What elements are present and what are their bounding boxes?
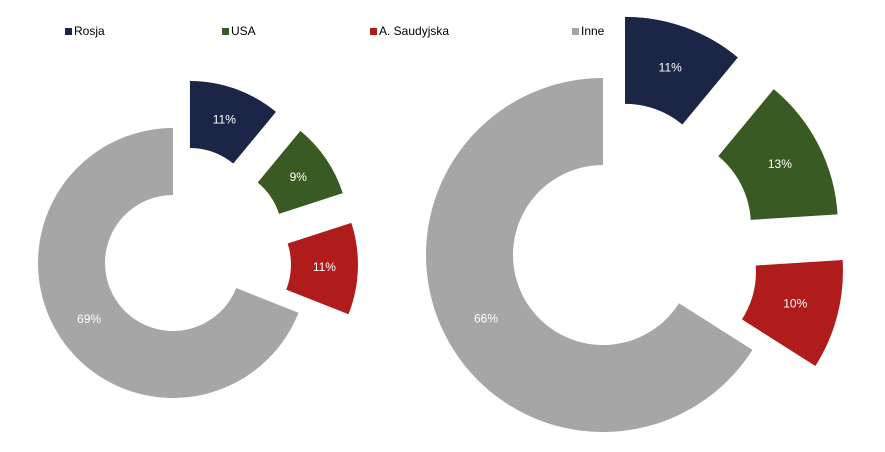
slice-label: 66% bbox=[474, 311, 498, 325]
slice-label: 11% bbox=[213, 113, 236, 127]
legend-label: A. Saudyjska bbox=[379, 24, 449, 38]
donut-slice bbox=[625, 16, 738, 125]
legend-swatch bbox=[370, 28, 377, 35]
donut-slice bbox=[741, 260, 843, 367]
legend-label: Inne bbox=[581, 24, 605, 38]
slice-label: 11% bbox=[313, 260, 336, 274]
slice-label: 11% bbox=[659, 60, 682, 74]
donut-slice bbox=[426, 78, 753, 432]
legend-label: Rosja bbox=[74, 24, 105, 38]
legend-swatch bbox=[65, 28, 72, 35]
donut-slice bbox=[37, 127, 299, 398]
legend-swatch bbox=[222, 28, 229, 35]
slice-label: 10% bbox=[783, 297, 807, 311]
donut-slice bbox=[718, 89, 838, 220]
slice-label: 13% bbox=[768, 157, 792, 171]
legend-swatch bbox=[572, 28, 579, 35]
donut-slice bbox=[189, 80, 276, 164]
donut-slice bbox=[286, 222, 358, 315]
slice-label: 69% bbox=[77, 312, 101, 326]
donut-slice bbox=[257, 130, 343, 214]
legend-label: USA bbox=[231, 24, 256, 38]
slice-label: 9% bbox=[290, 170, 308, 184]
